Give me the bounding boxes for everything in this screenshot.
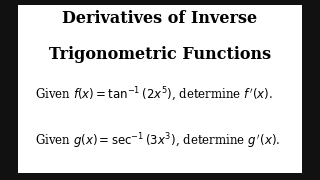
Text: Given $f(x) = \tan^{-1}(2x^5)$, determine $f\,'(x)$.: Given $f(x) = \tan^{-1}(2x^5)$, determin…	[35, 86, 273, 104]
Text: Derivatives of Inverse: Derivatives of Inverse	[62, 10, 258, 27]
Text: Given $g(x) = \sec^{-1}(3x^3)$, determine $g\,'(x)$.: Given $g(x) = \sec^{-1}(3x^3)$, determin…	[35, 131, 280, 150]
Text: Trigonometric Functions: Trigonometric Functions	[49, 46, 271, 63]
